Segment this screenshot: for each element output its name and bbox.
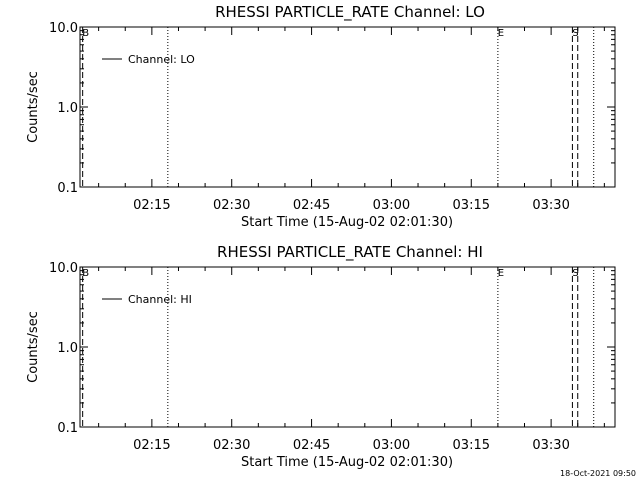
x-tick-label: 03:30 [532, 198, 569, 213]
legend-label: Channel: LO [128, 53, 195, 66]
y-axis-label: Counts/sec [26, 71, 41, 143]
x-axis-label: Start Time (15-Aug-02 02:01:30) [241, 215, 453, 230]
event-marker-label: B [82, 268, 89, 279]
y-tick-label: 10.0 [49, 21, 78, 36]
x-tick-label: 03:15 [453, 198, 490, 213]
plot-border [79, 266, 616, 428]
plot-frame [79, 26, 616, 188]
x-tick-label: 03:15 [453, 438, 490, 453]
event-marker-label: S [572, 268, 578, 279]
y-tick-label: 1.0 [57, 101, 78, 116]
event-marker-label: B [82, 28, 89, 39]
footer-timestamp: 18-Oct-2021 09:50 [560, 469, 636, 478]
legend-label: Channel: HI [128, 293, 192, 306]
x-tick-label: 02:30 [213, 438, 250, 453]
y-axis-ticks: 10.0 1.0 0.1 [49, 21, 615, 196]
x-tick-label: 03:30 [532, 438, 569, 453]
y-axis-ticks: 10.0 1.0 0.1 [49, 261, 615, 436]
x-tick-label: 02:45 [293, 438, 330, 453]
legend: Channel: LO [102, 53, 195, 66]
plot-frame [79, 266, 616, 428]
x-tick-label: 02:15 [133, 438, 170, 453]
event-marker-label: E [498, 268, 504, 279]
x-axis-label: Start Time (15-Aug-02 02:01:30) [241, 455, 453, 470]
y-tick-label: 0.1 [57, 181, 78, 196]
y-tick-label: 0.1 [57, 421, 78, 436]
event-marker-label: E [498, 28, 504, 39]
x-tick-label: 02:45 [293, 198, 330, 213]
event-marker-label: S [572, 28, 578, 39]
x-tick-label: 03:00 [373, 198, 410, 213]
panel-hi: RHESSI PARTICLE_RATE Channel: HI 10.0 1.0… [26, 243, 616, 470]
x-tick-label: 02:15 [133, 198, 170, 213]
y-axis-label: Counts/sec [26, 311, 41, 383]
x-axis-ticks: 02:15 02:30 02:45 03:00 03:15 03:30 [98, 27, 605, 213]
plot-border [79, 26, 616, 188]
x-tick-label: 02:30 [213, 198, 250, 213]
legend: Channel: HI [102, 293, 192, 306]
x-tick-label: 03:00 [373, 438, 410, 453]
panel-lo: RHESSI PARTICLE_RATE Channel: LO 10.0 1.0… [26, 3, 616, 230]
x-axis-ticks: 02:15 02:30 02:45 03:00 03:15 03:30 [98, 267, 605, 453]
chart-title: RHESSI PARTICLE_RATE Channel: HI [217, 243, 483, 262]
y-tick-label: 10.0 [49, 261, 78, 276]
chart-title: RHESSI PARTICLE_RATE Channel: LO [215, 3, 485, 22]
y-tick-label: 1.0 [57, 341, 78, 356]
